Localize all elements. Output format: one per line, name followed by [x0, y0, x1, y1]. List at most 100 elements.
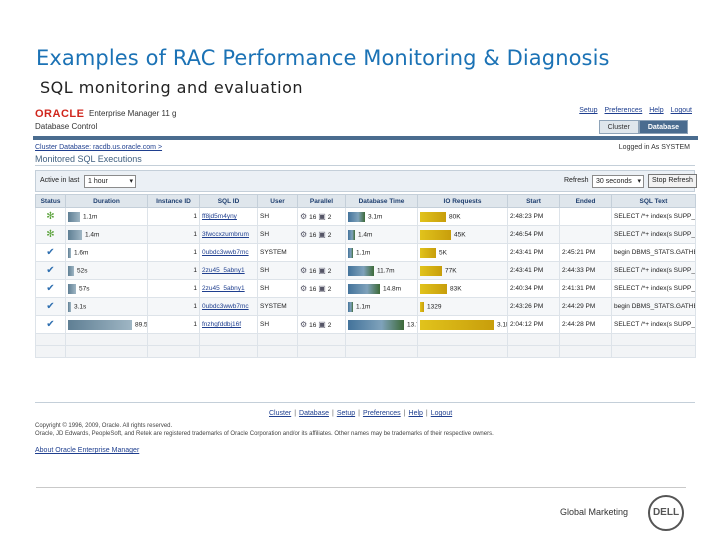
parallel-instances: 2	[327, 214, 332, 221]
about-link[interactable]: About Oracle Enterprise Manager	[35, 447, 140, 454]
tab-cluster[interactable]: Cluster	[598, 120, 639, 134]
empty-cell	[297, 333, 346, 346]
dbtime-value: 1.1m	[356, 303, 371, 311]
io-cell: 80K	[417, 207, 508, 226]
status-cell: ✔	[35, 261, 66, 280]
sql-id-cell: 0ubdc3wwb7mc	[199, 243, 258, 262]
dbtime-cell: 1.1m	[345, 243, 418, 262]
col-io-requests[interactable]: IO Requests	[417, 194, 508, 208]
table-body: ✻ 1.1m 1 ff8jd5m4yny SH ⚙ 16 ▣ 2 3.1m 80K 2:48:23 …	[35, 207, 696, 358]
running-icon[interactable]: ✻	[46, 228, 55, 240]
footer-database-link[interactable]: Database	[299, 410, 329, 417]
col-ended[interactable]: Ended	[559, 194, 612, 208]
footer-logout-link[interactable]: Logout	[430, 410, 453, 417]
col-parallel[interactable]: Parallel	[297, 194, 346, 208]
monitored-sql-table: Status Duration Instance ID SQL ID User …	[35, 194, 696, 358]
start-cell: 2:48:23 PM	[507, 207, 560, 226]
col-status[interactable]: Status	[35, 194, 66, 208]
table-row[interactable]: ✔ 3.1s 1 0ubdc3wwb7mc SYSTEM 1.1m 1329 2:43:26 …	[35, 297, 696, 316]
empty-cell	[559, 345, 612, 358]
refresh-interval-select[interactable]: 30 seconds ▾	[592, 175, 644, 188]
table-row[interactable]: ✻ 1.1m 1 ff8jd5m4yny SH ⚙ 16 ▣ 2 3.1m 80K 2:48:23 …	[35, 207, 696, 226]
page-title: Monitored SQL Executions	[35, 154, 142, 164]
completed-icon[interactable]: ✔	[46, 264, 55, 276]
sql-id-link[interactable]: 2zu45_5abny1	[202, 267, 245, 274]
setup-link[interactable]: Setup	[579, 107, 598, 114]
sql-id-link[interactable]: 3fwccxzumbrum	[202, 231, 249, 238]
io-bar	[420, 265, 442, 276]
footer-setup-link[interactable]: Setup	[336, 410, 356, 417]
parallel-cell: ⚙ 16 ▣ 2	[297, 261, 346, 280]
parallel-cell	[297, 243, 346, 262]
sql-text-cell: SELECT /*+ index(s SUPP_promotion)	[611, 261, 696, 280]
dbtime-cell: 11.7m	[345, 261, 418, 280]
active-period-select[interactable]: 1 hour ▾	[84, 175, 136, 188]
sql-text-cell: begin DBMS_STATS.GATHER_TABLE	[611, 297, 696, 316]
help-link[interactable]: Help	[649, 107, 664, 114]
col-sql-id[interactable]: SQL ID	[199, 194, 258, 208]
col-database-time[interactable]: Database Time	[345, 194, 418, 208]
footer-cluster-link[interactable]: Cluster	[269, 410, 292, 417]
em-product-name: Enterprise Manager 11 g	[89, 109, 177, 118]
logout-link[interactable]: Logout	[670, 107, 692, 114]
table-row[interactable]: ✔ 89.5m1fnzhgfddbj16f SH⚙16 ▣2 13.7h 3.1M2:0…	[35, 315, 696, 334]
start-cell: 2:43:26 PM	[507, 297, 560, 316]
preferences-link[interactable]: Preferences	[604, 107, 643, 114]
footer-preferences-link[interactable]: Preferences	[362, 410, 401, 417]
col-instance-id[interactable]: Instance ID	[147, 194, 200, 208]
io-cell: 3.1M	[417, 315, 508, 334]
user-cell: SH	[257, 225, 298, 244]
stop-refresh-button[interactable]: Stop Refresh	[648, 174, 697, 188]
sql-id-link[interactable]: fnzhgfddbj16f	[202, 321, 242, 328]
instance-cell: 1	[147, 207, 200, 226]
col-user[interactable]: User	[257, 194, 298, 208]
table-row[interactable]: ✔ 52s 1 2zu45_5abny1 SH ⚙ 16 ▣ 2 11.7m 77K 2:43:41…	[35, 261, 696, 280]
running-icon[interactable]: ✻	[46, 210, 55, 222]
duration-bar	[68, 229, 82, 240]
user-cell: SH	[257, 279, 298, 298]
ended-cell: 2:45:21 PM	[559, 243, 612, 262]
footer-help-link[interactable]: Help	[408, 410, 423, 417]
completed-icon[interactable]: ✔	[46, 246, 55, 258]
parallel-icon: ⚙	[300, 212, 308, 221]
table-row[interactable]: ✔ 57s 1 2zu45_5abny1 SH ⚙ 16 ▣ 2 14.8m 83K 2:40:34…	[35, 279, 696, 298]
parallel-instances: 2	[327, 322, 332, 329]
table-row[interactable]: ✔ 1.6m 1 0ubdc3wwb7mc SYSTEM 1.1m 5K 2:43:41 PM…	[35, 243, 696, 262]
parallel-servers: 16	[309, 322, 317, 329]
col-start[interactable]: Start	[507, 194, 560, 208]
chevron-down-icon: ▾	[637, 178, 641, 185]
dbtime-value: 11.7m	[377, 267, 395, 275]
sql-id-link[interactable]: 2zu45_5abny1	[202, 285, 245, 292]
empty-cell	[611, 333, 696, 346]
status-cell: ✔	[35, 279, 66, 298]
dbtime-bar	[348, 211, 365, 222]
col-duration[interactable]: Duration	[65, 194, 148, 208]
footer-divider	[35, 402, 695, 403]
ended-cell	[559, 225, 612, 244]
empty-cell	[611, 345, 696, 358]
empty-cell	[199, 333, 258, 346]
completed-icon[interactable]: ✔	[46, 318, 55, 330]
duration-bar	[68, 319, 132, 330]
sql-id-link[interactable]: 0ubdc3wwb7mc	[202, 249, 249, 256]
io-cell: 77K	[417, 261, 508, 280]
completed-icon[interactable]: ✔	[46, 282, 55, 294]
user-cell: SYSTEM	[257, 297, 298, 316]
empty-cell	[199, 345, 258, 358]
status-cell: ✻	[35, 225, 66, 244]
user-cell: SH	[257, 261, 298, 280]
tab-database[interactable]: Database	[638, 120, 688, 134]
sql-id-cell: 2zu45_5abny1	[199, 279, 258, 298]
dbtime-bar	[348, 229, 355, 240]
duration-value: 57s	[79, 285, 90, 293]
slide-footer-divider	[36, 487, 686, 488]
sql-id-link[interactable]: ff8jd5m4yny	[202, 213, 237, 220]
table-row[interactable]: ✻ 1.4m 1 3fwccxzumbrum SH ⚙ 16 ▣ 2 1.4m 45K 2:46:5…	[35, 225, 696, 244]
col-sql-text[interactable]: SQL Text	[611, 194, 696, 208]
completed-icon[interactable]: ✔	[46, 300, 55, 312]
breadcrumb[interactable]: Cluster Database: racdb.us.oracle.com >	[35, 144, 163, 151]
sql-id-cell: 2zu45_5abny1	[199, 261, 258, 280]
start-cell: 2:43:41 PM	[507, 243, 560, 262]
sql-id-link[interactable]: 0ubdc3wwb7mc	[202, 303, 249, 310]
empty-cell	[65, 333, 148, 346]
